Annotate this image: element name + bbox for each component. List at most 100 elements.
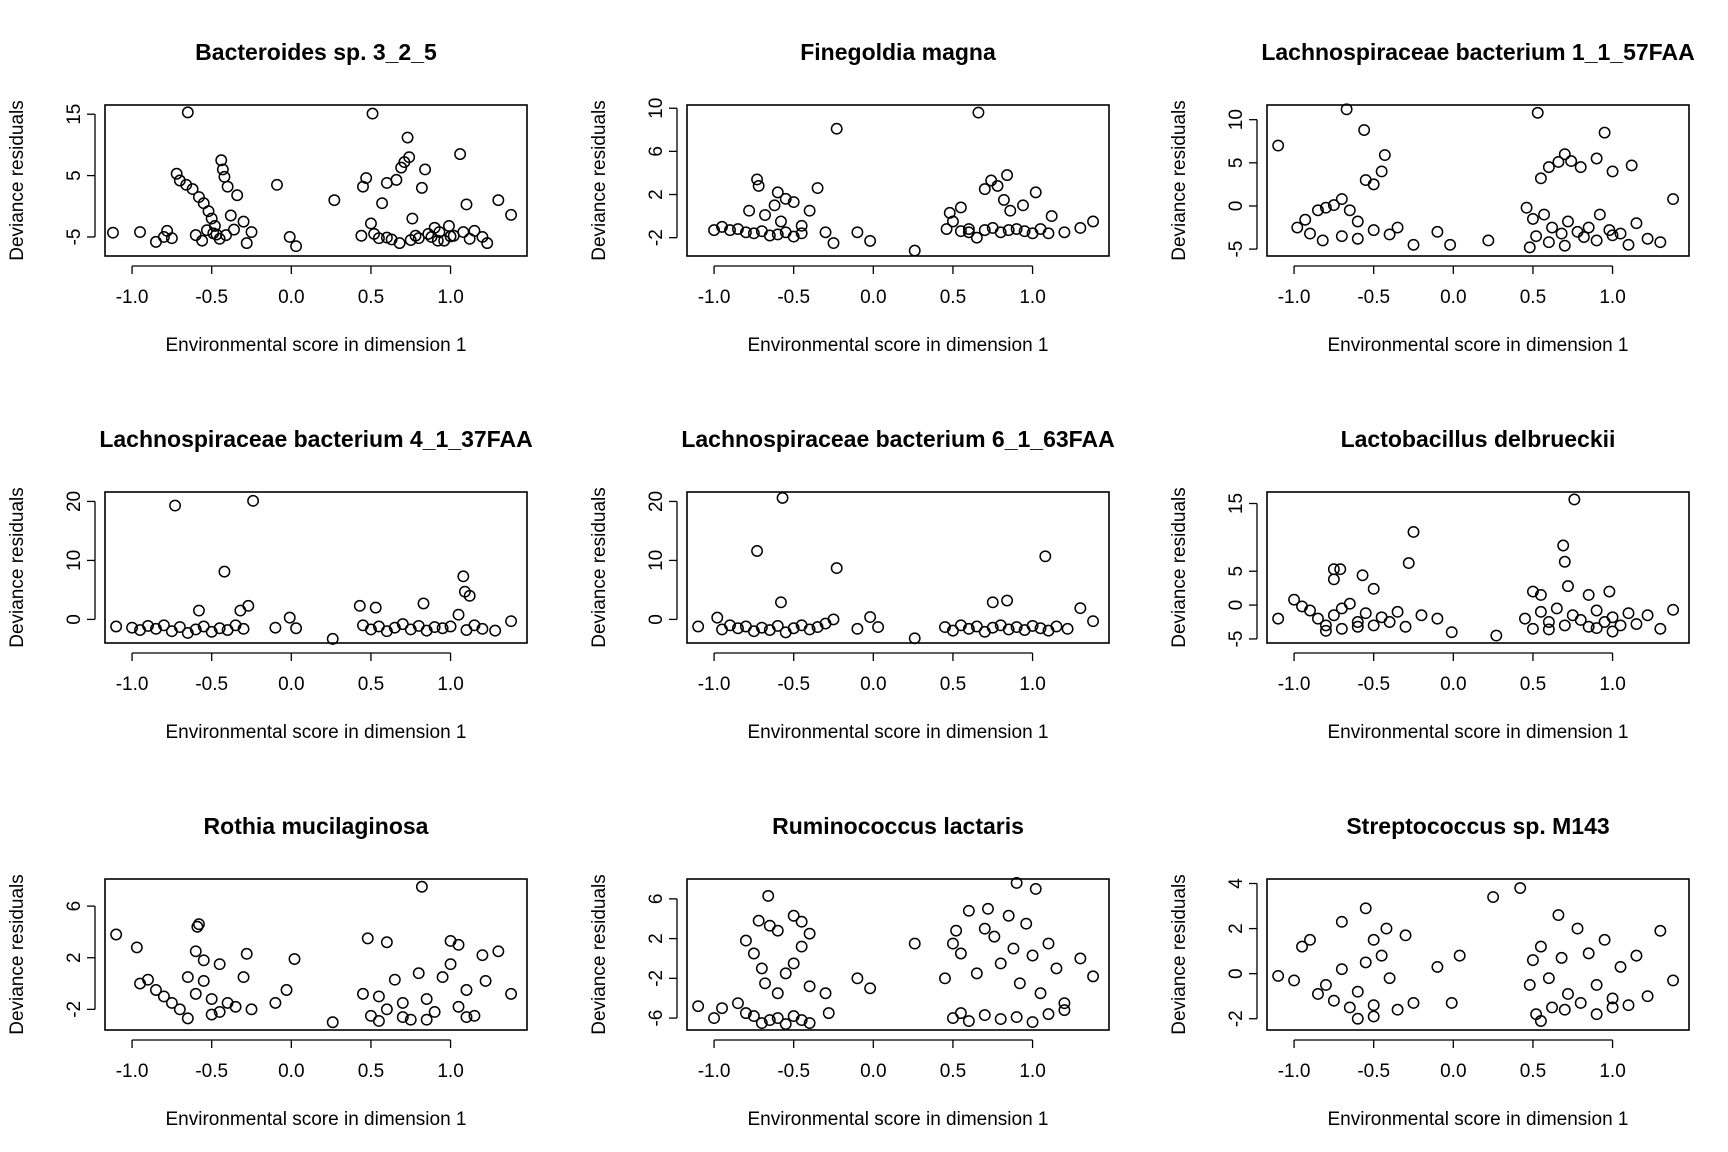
panel-4-point: [213, 622, 226, 635]
panel-7-point: [157, 990, 170, 1003]
panel-9-point: [1654, 924, 1667, 937]
panel-6-point: [1590, 604, 1603, 617]
panel-2-y-tick-label: 10: [646, 98, 667, 119]
panel-3-point: [1565, 155, 1578, 168]
panel-6-point: [1622, 607, 1635, 620]
panel-9-point: [1571, 922, 1584, 935]
panel-2-point: [908, 244, 921, 257]
panel-5-y-tick-label: 10: [646, 550, 667, 571]
panel-4-point: [369, 601, 382, 614]
panel-2-point: [768, 199, 781, 212]
panel-7-point: [428, 1005, 441, 1018]
panel-7: Rothia mucilaginosa -1.0 -0.5 0.0 0.5 1.0 Envi…: [7, 813, 528, 1130]
panel-7-point: [189, 945, 202, 958]
panel-8-point: [939, 972, 951, 985]
panel-5-point: [1039, 550, 1052, 563]
panel-2-point: [771, 186, 784, 199]
panel-1-point: [165, 232, 178, 245]
panel-9-point: [1574, 997, 1587, 1009]
panel-6-x-tick-label: 1.0: [1599, 674, 1625, 695]
panel-6-point: [1367, 582, 1380, 595]
panel-1-point: [240, 237, 253, 250]
panel-6-point: [1415, 609, 1428, 622]
panel-1-point: [181, 106, 194, 119]
panel-9-point: [1296, 940, 1308, 953]
panel-9-point: [1351, 985, 1364, 998]
panel-3-y-tick-label: -5: [1226, 241, 1247, 258]
panel-5-point: [1010, 621, 1023, 634]
panel-5-point: [724, 619, 736, 632]
panel-1-point: [404, 234, 417, 246]
panel-1-point: [328, 194, 341, 207]
panel-1-point: [245, 226, 258, 239]
panel-5-point: [1087, 615, 1100, 628]
panel-8-point: [771, 924, 784, 937]
panel-2-x-tick-label: 0.0: [860, 287, 886, 308]
panel-3-point: [1327, 199, 1340, 212]
panel-2-point: [940, 223, 953, 235]
panel-9-point: [1327, 994, 1340, 1007]
panel-2-point: [708, 224, 721, 237]
panel-5-point: [872, 621, 885, 634]
panel-7-point: [280, 984, 293, 996]
panel-1-x-axis-label: Environmental score in dimension 1: [166, 335, 467, 356]
panel-8-point: [988, 930, 1001, 943]
panel-5-y-tick-label: 20: [646, 491, 667, 512]
panel-6-point: [1562, 580, 1574, 593]
panel-6-point: [1667, 603, 1680, 616]
panel-6-point: [1654, 622, 1667, 635]
panel-2-x-tick-label: 1.0: [1019, 287, 1045, 308]
panel-7-point: [191, 920, 204, 933]
panel-5-title: Lachnospiraceae bacterium 6_1_63FAA: [681, 426, 1114, 452]
panel-8-y-tick-label: 2: [646, 933, 667, 944]
panel-1-point: [460, 198, 473, 211]
panel-1-point: [457, 226, 470, 239]
panel-7-y-axis-label: Deviance residuals: [7, 874, 28, 1035]
panel-3-y-tick-label: 0: [1226, 201, 1247, 212]
panel-7-point: [444, 958, 457, 971]
panel-9-point: [1288, 974, 1301, 987]
panel-7-point: [205, 1008, 218, 1021]
panel-3-point: [1523, 241, 1536, 254]
panel-8-point: [795, 915, 808, 928]
panel-1-point: [412, 232, 425, 245]
panel-4-title: Lachnospiraceae bacterium 4_1_37FAA: [99, 426, 532, 452]
panel-2-point: [771, 228, 784, 241]
panel-1-point: [221, 180, 234, 193]
panel-3-point: [1335, 230, 1348, 243]
panel-8-point: [708, 1012, 721, 1025]
panel-2-point: [978, 183, 991, 196]
panel-8-point: [982, 902, 994, 915]
panel-4-plot-frame: [104, 491, 528, 644]
panel-3-point: [1546, 221, 1558, 234]
panel-7-point: [205, 993, 218, 1005]
panel-7-point: [150, 984, 162, 996]
panel-3-point: [1590, 234, 1603, 247]
panel-1-point: [215, 154, 228, 167]
panel-3-point: [1367, 178, 1380, 191]
panel-9-point: [1399, 929, 1412, 942]
panel-9-point: [1606, 1001, 1619, 1014]
panel-2-point: [962, 226, 975, 239]
panel-6-point: [1574, 614, 1587, 626]
panel-2-point: [954, 201, 967, 214]
panel-4-point: [428, 621, 441, 634]
panel-6-y-tick-label: 15: [1226, 493, 1247, 514]
panel-8-point: [908, 937, 921, 950]
panel-5-y-axis-label: Deviance residuals: [589, 487, 610, 648]
panel-1-point: [355, 229, 368, 242]
panel-3-x-tick-label: 1.0: [1599, 287, 1625, 308]
panel-2-point: [732, 223, 744, 235]
panel-4-point: [189, 623, 202, 636]
panel-7-point: [396, 996, 409, 1009]
panel-6-y-tick-label: 5: [1226, 566, 1247, 577]
panel-8-point: [1002, 909, 1015, 922]
panel-3-point: [1558, 239, 1571, 252]
panel-9-point: [1367, 933, 1380, 946]
panel-3-point: [1526, 212, 1539, 225]
panel-6-point: [1614, 619, 1627, 632]
panel-5-x-tick-label: 1.0: [1019, 674, 1045, 695]
panel-7-point: [380, 1003, 393, 1016]
panel-2-point: [743, 204, 756, 217]
panel-8-point: [864, 982, 877, 995]
